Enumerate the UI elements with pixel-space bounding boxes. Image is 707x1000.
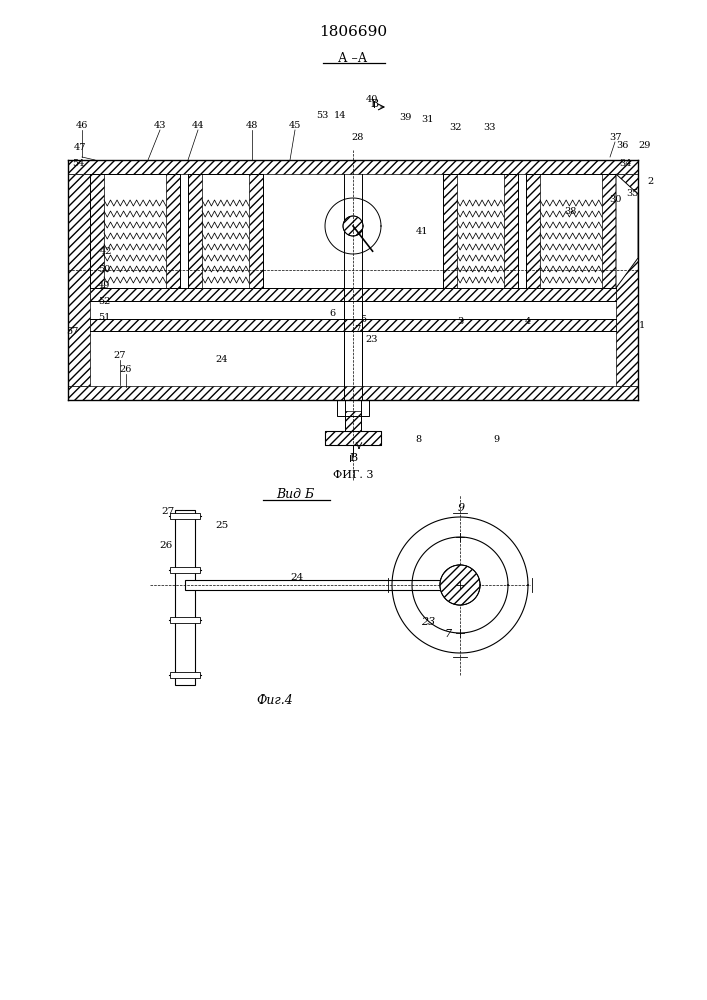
- Text: ФИГ. 3: ФИГ. 3: [333, 470, 373, 480]
- Bar: [68, 386, 638, 400]
- Text: 25: 25: [215, 522, 228, 530]
- Bar: [443, 174, 518, 288]
- Text: 7: 7: [445, 629, 452, 639]
- Text: 28: 28: [352, 133, 364, 142]
- Text: 37: 37: [609, 133, 621, 142]
- Text: 30: 30: [609, 196, 621, 205]
- Text: 8: 8: [415, 436, 421, 444]
- Text: 36: 36: [616, 141, 629, 150]
- Text: 57: 57: [66, 328, 78, 336]
- Text: 29: 29: [639, 141, 651, 150]
- Bar: [68, 174, 90, 386]
- Bar: [170, 672, 200, 678]
- Bar: [90, 288, 616, 301]
- Bar: [166, 174, 180, 288]
- Text: 33: 33: [484, 123, 496, 132]
- Text: 45: 45: [289, 120, 301, 129]
- Bar: [249, 174, 263, 288]
- Text: 1806690: 1806690: [319, 25, 387, 39]
- Bar: [68, 160, 638, 174]
- Bar: [345, 400, 361, 431]
- Text: 35: 35: [626, 190, 638, 198]
- Text: 34: 34: [619, 159, 631, 168]
- Bar: [188, 174, 263, 288]
- Text: Вид Б: Вид Б: [276, 488, 314, 502]
- Text: 7: 7: [354, 326, 360, 334]
- Text: 50: 50: [98, 265, 110, 274]
- Text: 49: 49: [98, 282, 110, 290]
- Text: А –А: А –А: [339, 51, 368, 64]
- Text: 3: 3: [457, 318, 463, 326]
- Text: 5: 5: [360, 316, 366, 324]
- Text: 53: 53: [316, 110, 328, 119]
- Text: 27: 27: [114, 352, 127, 360]
- Text: 44: 44: [192, 120, 204, 129]
- Text: 51: 51: [98, 314, 110, 322]
- Polygon shape: [343, 216, 363, 236]
- Text: 39: 39: [399, 113, 411, 122]
- Bar: [526, 174, 540, 288]
- Bar: [526, 174, 616, 288]
- Bar: [175, 510, 195, 685]
- Text: 6: 6: [329, 310, 335, 318]
- Text: 9: 9: [493, 436, 499, 444]
- Text: 1: 1: [639, 320, 645, 330]
- Text: 54: 54: [72, 159, 84, 168]
- Polygon shape: [440, 565, 480, 605]
- Bar: [170, 617, 200, 623]
- Polygon shape: [616, 174, 638, 288]
- Text: 9: 9: [457, 503, 464, 513]
- Text: 41: 41: [416, 228, 428, 236]
- Bar: [337, 400, 369, 416]
- Bar: [90, 174, 180, 288]
- Text: 24: 24: [290, 574, 303, 582]
- Bar: [325, 431, 381, 445]
- Text: 23: 23: [366, 336, 378, 344]
- Text: 38: 38: [563, 208, 576, 217]
- Text: 2: 2: [647, 178, 653, 186]
- Bar: [602, 174, 616, 288]
- Text: 4: 4: [525, 318, 531, 326]
- Bar: [188, 174, 202, 288]
- Text: 26: 26: [160, 540, 173, 550]
- Bar: [325, 431, 381, 445]
- Text: 46: 46: [76, 120, 88, 129]
- Text: В: В: [370, 99, 378, 109]
- Text: 42: 42: [100, 247, 112, 256]
- Bar: [185, 580, 455, 590]
- Text: 47: 47: [74, 143, 86, 152]
- Bar: [170, 567, 200, 573]
- Text: 24: 24: [216, 356, 228, 364]
- Text: 32: 32: [449, 123, 461, 132]
- Bar: [90, 319, 616, 331]
- Bar: [90, 174, 104, 288]
- Text: 26: 26: [119, 365, 132, 374]
- Text: 31: 31: [422, 115, 434, 124]
- Text: 48: 48: [246, 120, 258, 129]
- Bar: [504, 174, 518, 288]
- Text: В: В: [349, 453, 357, 463]
- Text: 14: 14: [334, 110, 346, 119]
- Text: 23: 23: [421, 617, 435, 627]
- Text: 52: 52: [98, 298, 110, 306]
- Bar: [616, 174, 638, 386]
- Text: 27: 27: [162, 508, 175, 516]
- Bar: [443, 174, 457, 288]
- Text: 43: 43: [153, 120, 166, 129]
- Text: Фиг.4: Фиг.4: [257, 694, 293, 706]
- Text: 40: 40: [366, 96, 378, 104]
- Bar: [345, 411, 361, 431]
- Bar: [170, 513, 200, 519]
